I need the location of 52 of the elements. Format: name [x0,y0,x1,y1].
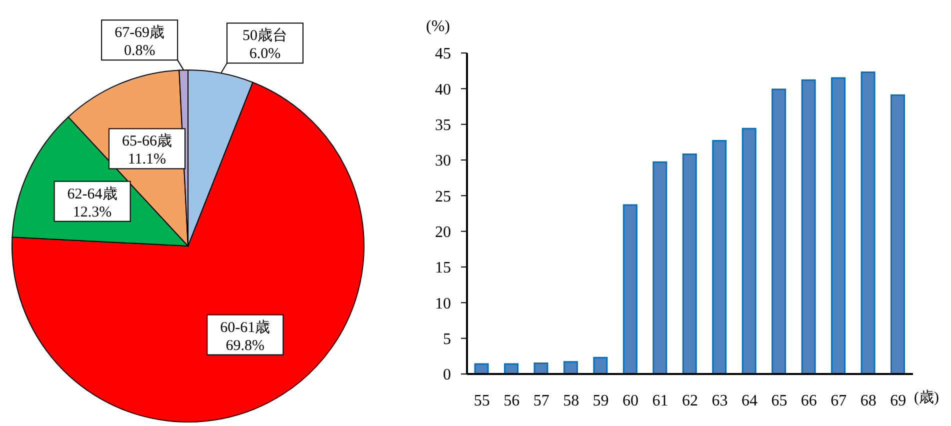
x-tick-label: 57 [533,392,550,410]
x-tick-label: 65 [771,392,788,410]
x-tick-label: 68 [860,392,876,410]
bar [622,204,638,374]
y-axis-title: (%) [426,18,450,36]
slice-label: 60-61歳 [220,318,270,336]
y-tick-label: 5 [443,331,451,348]
y-tick-label: 20 [435,224,451,242]
x-tick-label: 55 [474,392,490,410]
x-tick-label: 60 [622,392,639,410]
y-tick-label: 45 [435,46,451,63]
x-tick-label: 61 [652,392,668,410]
bar [474,363,489,374]
data-label: 12.3% [72,204,112,220]
x-tick-label: 66 [800,392,817,410]
x-tick-label: 64 [741,392,758,410]
bar [504,363,518,374]
x-tick-label: 62 [682,392,698,410]
bar [890,94,906,374]
slice-label: 65-66歳 [122,132,172,150]
y-tick-label: 35 [435,117,451,134]
y-tick-label: 25 [435,188,451,206]
x-tick-label: 58 [563,392,580,410]
y-tick-label: 40 [435,81,451,98]
x-tick-label: 56 [504,392,520,410]
bar [652,161,668,374]
bar [712,140,727,374]
y-tick-label: 15 [435,260,451,277]
bar [801,79,816,374]
bar [860,72,876,374]
y-tick-label: 30 [435,152,451,170]
data-label: 0.8% [124,43,156,60]
data-label: 6.0% [249,46,281,62]
data-label: 69.8% [226,338,265,354]
bar [742,128,756,374]
bar [772,88,786,374]
x-tick-label: 69 [890,392,906,410]
data-label: 11.1% [128,152,166,168]
slice-label: 50歳台 [242,27,288,44]
x-tick-label: 63 [712,392,728,410]
bar [831,77,846,374]
slice-label: 62-64歳 [67,185,118,202]
slice-label: 67-69歳 [114,24,165,42]
x-tick-label: 59 [592,392,609,410]
x-axis-title: (歳) [914,388,939,407]
x-tick-label: 67 [830,392,847,410]
y-tick-label: 10 [435,295,451,312]
bar [593,356,608,374]
bar [534,362,548,374]
bar [563,361,578,374]
y-tick-label: 0 [443,366,451,384]
bar [682,154,697,374]
